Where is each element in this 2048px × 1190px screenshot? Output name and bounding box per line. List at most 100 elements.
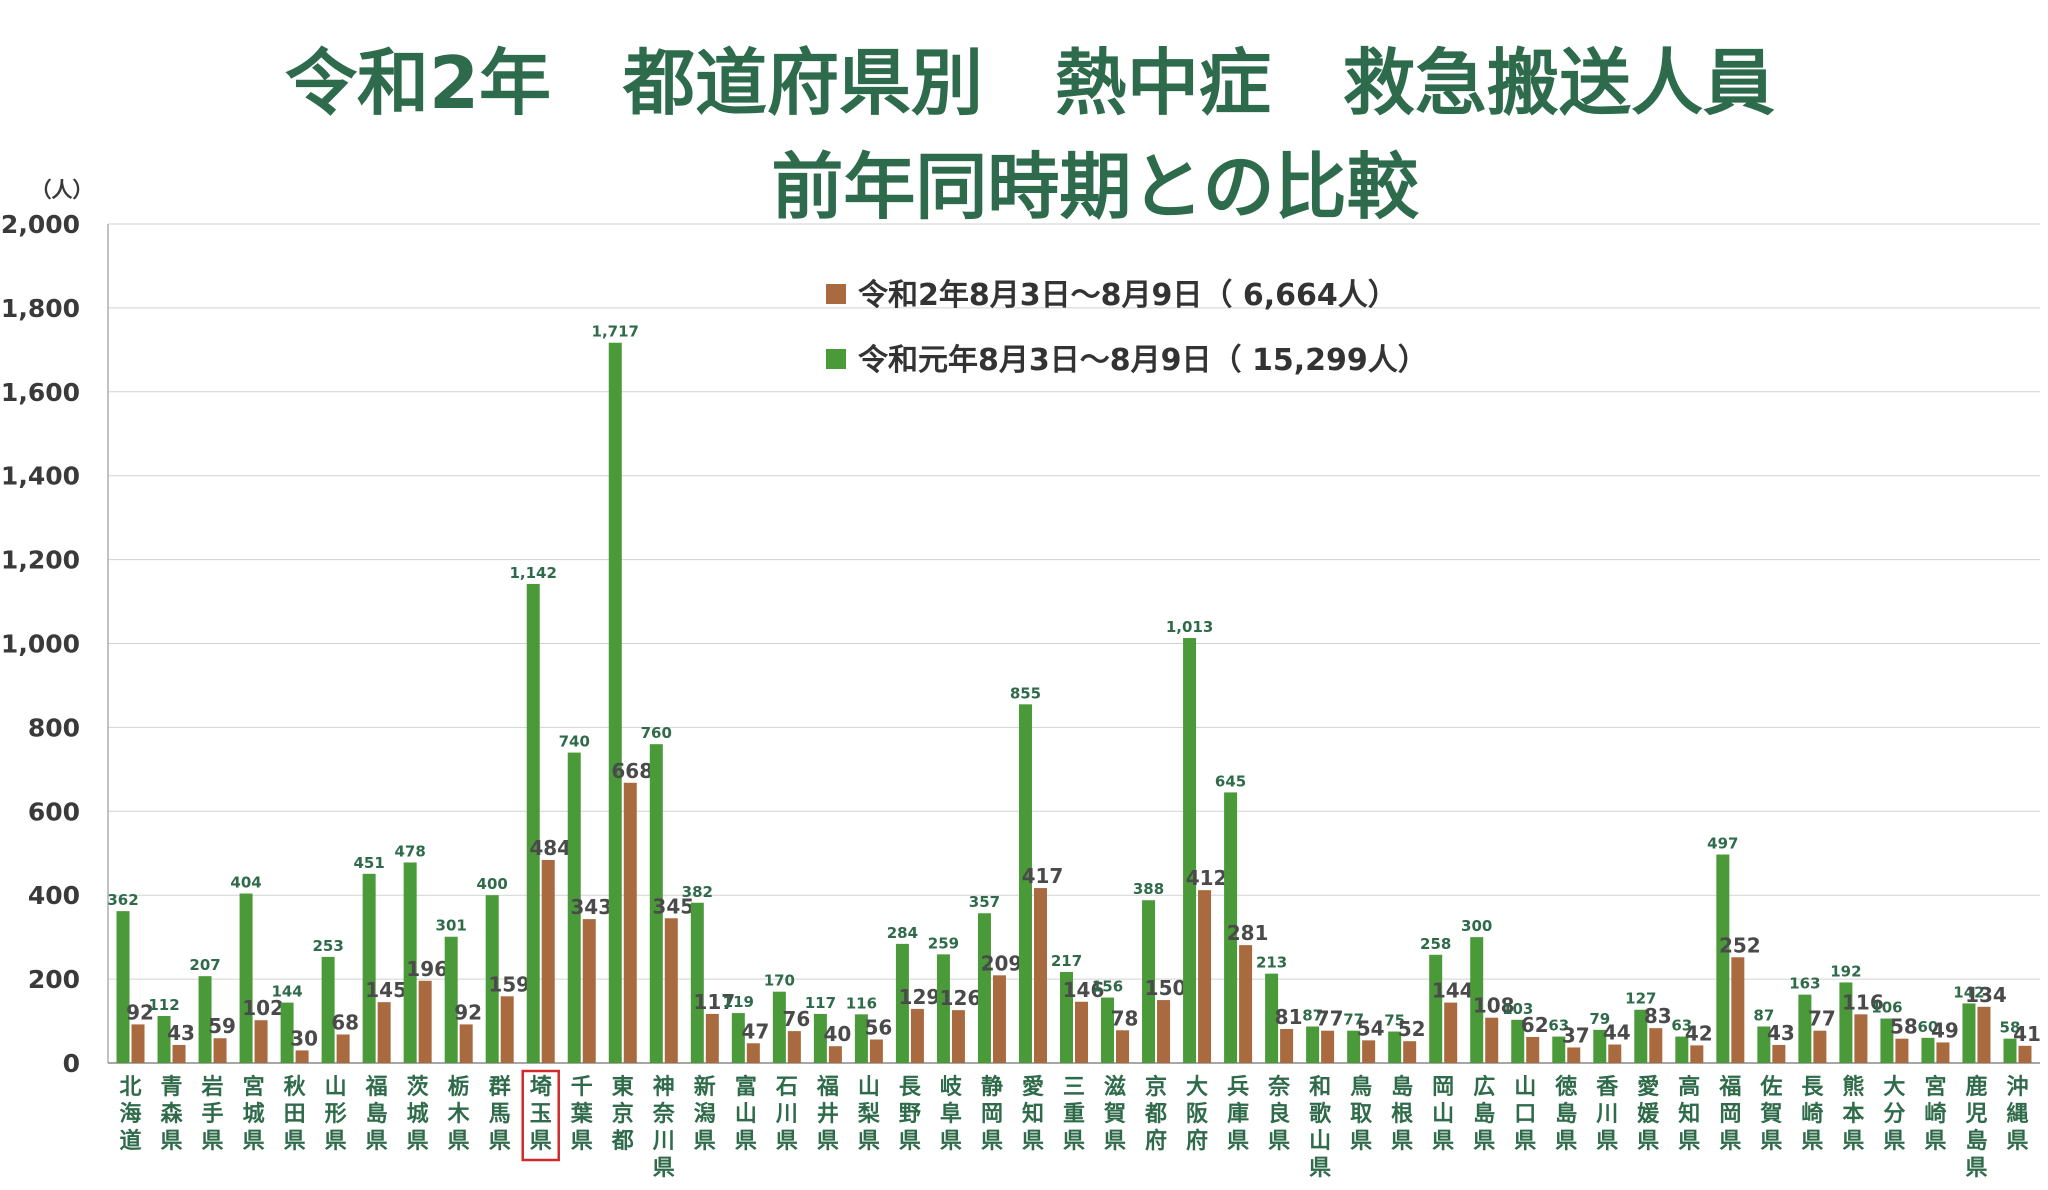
x-tick-label: 宮崎県 bbox=[1924, 1074, 1946, 1154]
data-label-2019: 87 bbox=[1302, 1007, 1323, 1025]
bar-2020 bbox=[869, 1039, 883, 1063]
data-label-2019: 451 bbox=[353, 854, 384, 872]
x-tick-label: 岐阜県 bbox=[940, 1075, 963, 1154]
data-label-2019: 1,717 bbox=[592, 323, 639, 341]
y-tick-label: 200 bbox=[28, 965, 80, 994]
bar-2020 bbox=[1321, 1030, 1335, 1063]
bar-2020 bbox=[1813, 1030, 1827, 1063]
y-tick-label: 1,200 bbox=[1, 546, 80, 575]
x-tick-label: 京都府 bbox=[1144, 1074, 1167, 1154]
y-tick-label: 1,800 bbox=[1, 294, 80, 323]
x-tick-label: 沖縄県 bbox=[2006, 1075, 2028, 1154]
data-label-2020: 159 bbox=[488, 972, 530, 996]
bar-2020 bbox=[828, 1046, 842, 1063]
data-label-2019: 258 bbox=[1420, 935, 1451, 953]
bar-2019 bbox=[1511, 1019, 1525, 1063]
x-tick-label: 高知県 bbox=[1678, 1074, 1700, 1154]
x-tick-label: 青森県 bbox=[161, 1075, 184, 1154]
x-tick-label: 石川県 bbox=[775, 1075, 798, 1154]
data-label-2020: 134 bbox=[1965, 983, 2007, 1007]
data-label-2019: 213 bbox=[1256, 954, 1287, 972]
bar-2020 bbox=[1075, 1001, 1088, 1063]
data-label-2020: 77 bbox=[1808, 1007, 1836, 1031]
legend-label-2019: 令和元年8月3日～8月9日（ 15,299人） bbox=[858, 343, 1428, 378]
x-tick-label: 島根県 bbox=[1391, 1074, 1413, 1154]
data-label-2020: 116 bbox=[1842, 990, 1884, 1014]
data-label-2019: 79 bbox=[1589, 1010, 1610, 1028]
bar-2020 bbox=[1608, 1044, 1622, 1063]
data-label-2019: 740 bbox=[559, 733, 590, 751]
data-label-2020: 83 bbox=[1644, 1004, 1672, 1028]
x-tick-label: 兵庫県 bbox=[1227, 1075, 1249, 1154]
data-label-2019: 284 bbox=[887, 924, 918, 942]
data-label-2020: 42 bbox=[1685, 1021, 1713, 1045]
bar-2020 bbox=[910, 1008, 924, 1063]
bar-2019 bbox=[1306, 1026, 1320, 1063]
bar-2020 bbox=[213, 1038, 227, 1063]
bar-2019 bbox=[485, 895, 499, 1063]
bar-2019 bbox=[444, 936, 458, 1063]
bar-2019 bbox=[1265, 973, 1279, 1063]
data-label-2020: 43 bbox=[167, 1021, 195, 1045]
bar-2020 bbox=[254, 1020, 268, 1063]
data-label-2019: 400 bbox=[477, 875, 508, 893]
x-tick-label: 山口県 bbox=[1514, 1075, 1536, 1154]
x-tick-label: 岩手県 bbox=[201, 1075, 224, 1154]
bar-2019 bbox=[1798, 994, 1812, 1063]
bar-2019 bbox=[1388, 1031, 1402, 1063]
x-tick-label: 埼玉県 bbox=[530, 1075, 552, 1154]
y-tick-label: 1,400 bbox=[1, 462, 80, 491]
bar-2019 bbox=[1060, 971, 1073, 1063]
bar-2020 bbox=[1731, 957, 1745, 1063]
data-label-2019: 207 bbox=[189, 956, 220, 974]
bar-2020 bbox=[705, 1013, 719, 1063]
highlight-box bbox=[521, 1069, 560, 1162]
x-axis-labels: 北海道青森県岩手県宮城県秋田県山形県福島県茨城県栃木県群馬県埼玉県千葉県東京都神… bbox=[120, 1069, 2028, 1181]
data-label-2020: 49 bbox=[1931, 1018, 1959, 1042]
y-tick-label: 0 bbox=[63, 1049, 80, 1078]
bar-2020 bbox=[1854, 1014, 1868, 1063]
data-label-2020: 68 bbox=[331, 1010, 359, 1034]
bar-2019 bbox=[690, 902, 704, 1063]
bar-2019 bbox=[526, 583, 540, 1063]
data-label-2020: 41 bbox=[2013, 1022, 2041, 1046]
bar-2020 bbox=[1116, 1030, 1130, 1063]
x-tick-label: 神奈川県 bbox=[652, 1074, 676, 1181]
x-tick-label: 佐賀県 bbox=[1759, 1074, 1782, 1154]
bar-2019 bbox=[1839, 982, 1853, 1063]
x-tick-label: 岡山県 bbox=[1432, 1075, 1454, 1154]
bar-2019 bbox=[1552, 1036, 1566, 1063]
bar-2019 bbox=[362, 873, 376, 1063]
bar-2020 bbox=[418, 980, 432, 1063]
data-label-2019: 478 bbox=[395, 842, 426, 860]
bar-2020 bbox=[1444, 1002, 1458, 1063]
data-label-2020: 78 bbox=[1111, 1006, 1139, 1030]
data-label-2019: 1,142 bbox=[509, 564, 556, 582]
bar-2020 bbox=[582, 919, 596, 1063]
x-tick-label: 福井県 bbox=[816, 1075, 839, 1154]
data-label-2020: 196 bbox=[406, 957, 448, 981]
legend-swatch-2020 bbox=[826, 284, 846, 304]
x-tick-label: 大阪府 bbox=[1186, 1075, 1208, 1154]
data-label-2020: 102 bbox=[242, 996, 284, 1020]
bar-2020 bbox=[1485, 1017, 1499, 1063]
bar-2019 bbox=[936, 954, 950, 1063]
x-tick-label: 山梨県 bbox=[858, 1075, 880, 1154]
bar-2020 bbox=[992, 975, 1006, 1063]
chart-title-line1: 令和2年 都道府県別 熱中症 救急搬送人員 bbox=[285, 41, 1775, 125]
x-tick-label: 香川県 bbox=[1595, 1075, 1618, 1154]
data-label-2020: 417 bbox=[1022, 864, 1064, 888]
data-label-2019: 362 bbox=[107, 891, 138, 909]
data-label-2020: 145 bbox=[365, 978, 407, 1002]
legend-label-2020: 令和2年8月3日～8月9日（ 6,664人） bbox=[858, 278, 1398, 313]
data-label-2019: 112 bbox=[148, 996, 179, 1014]
chart-title-line2: 前年同時期との比較 bbox=[771, 145, 1419, 229]
data-label-2019: 127 bbox=[1625, 990, 1656, 1008]
bar-2020 bbox=[1772, 1044, 1786, 1063]
bar-2020 bbox=[336, 1034, 350, 1063]
bar-2020 bbox=[172, 1044, 186, 1063]
bar-2020 bbox=[1033, 888, 1047, 1063]
x-tick-label: 東京都 bbox=[611, 1075, 634, 1154]
data-label-2020: 108 bbox=[1473, 994, 1515, 1018]
x-tick-label: 群馬県 bbox=[489, 1074, 511, 1154]
